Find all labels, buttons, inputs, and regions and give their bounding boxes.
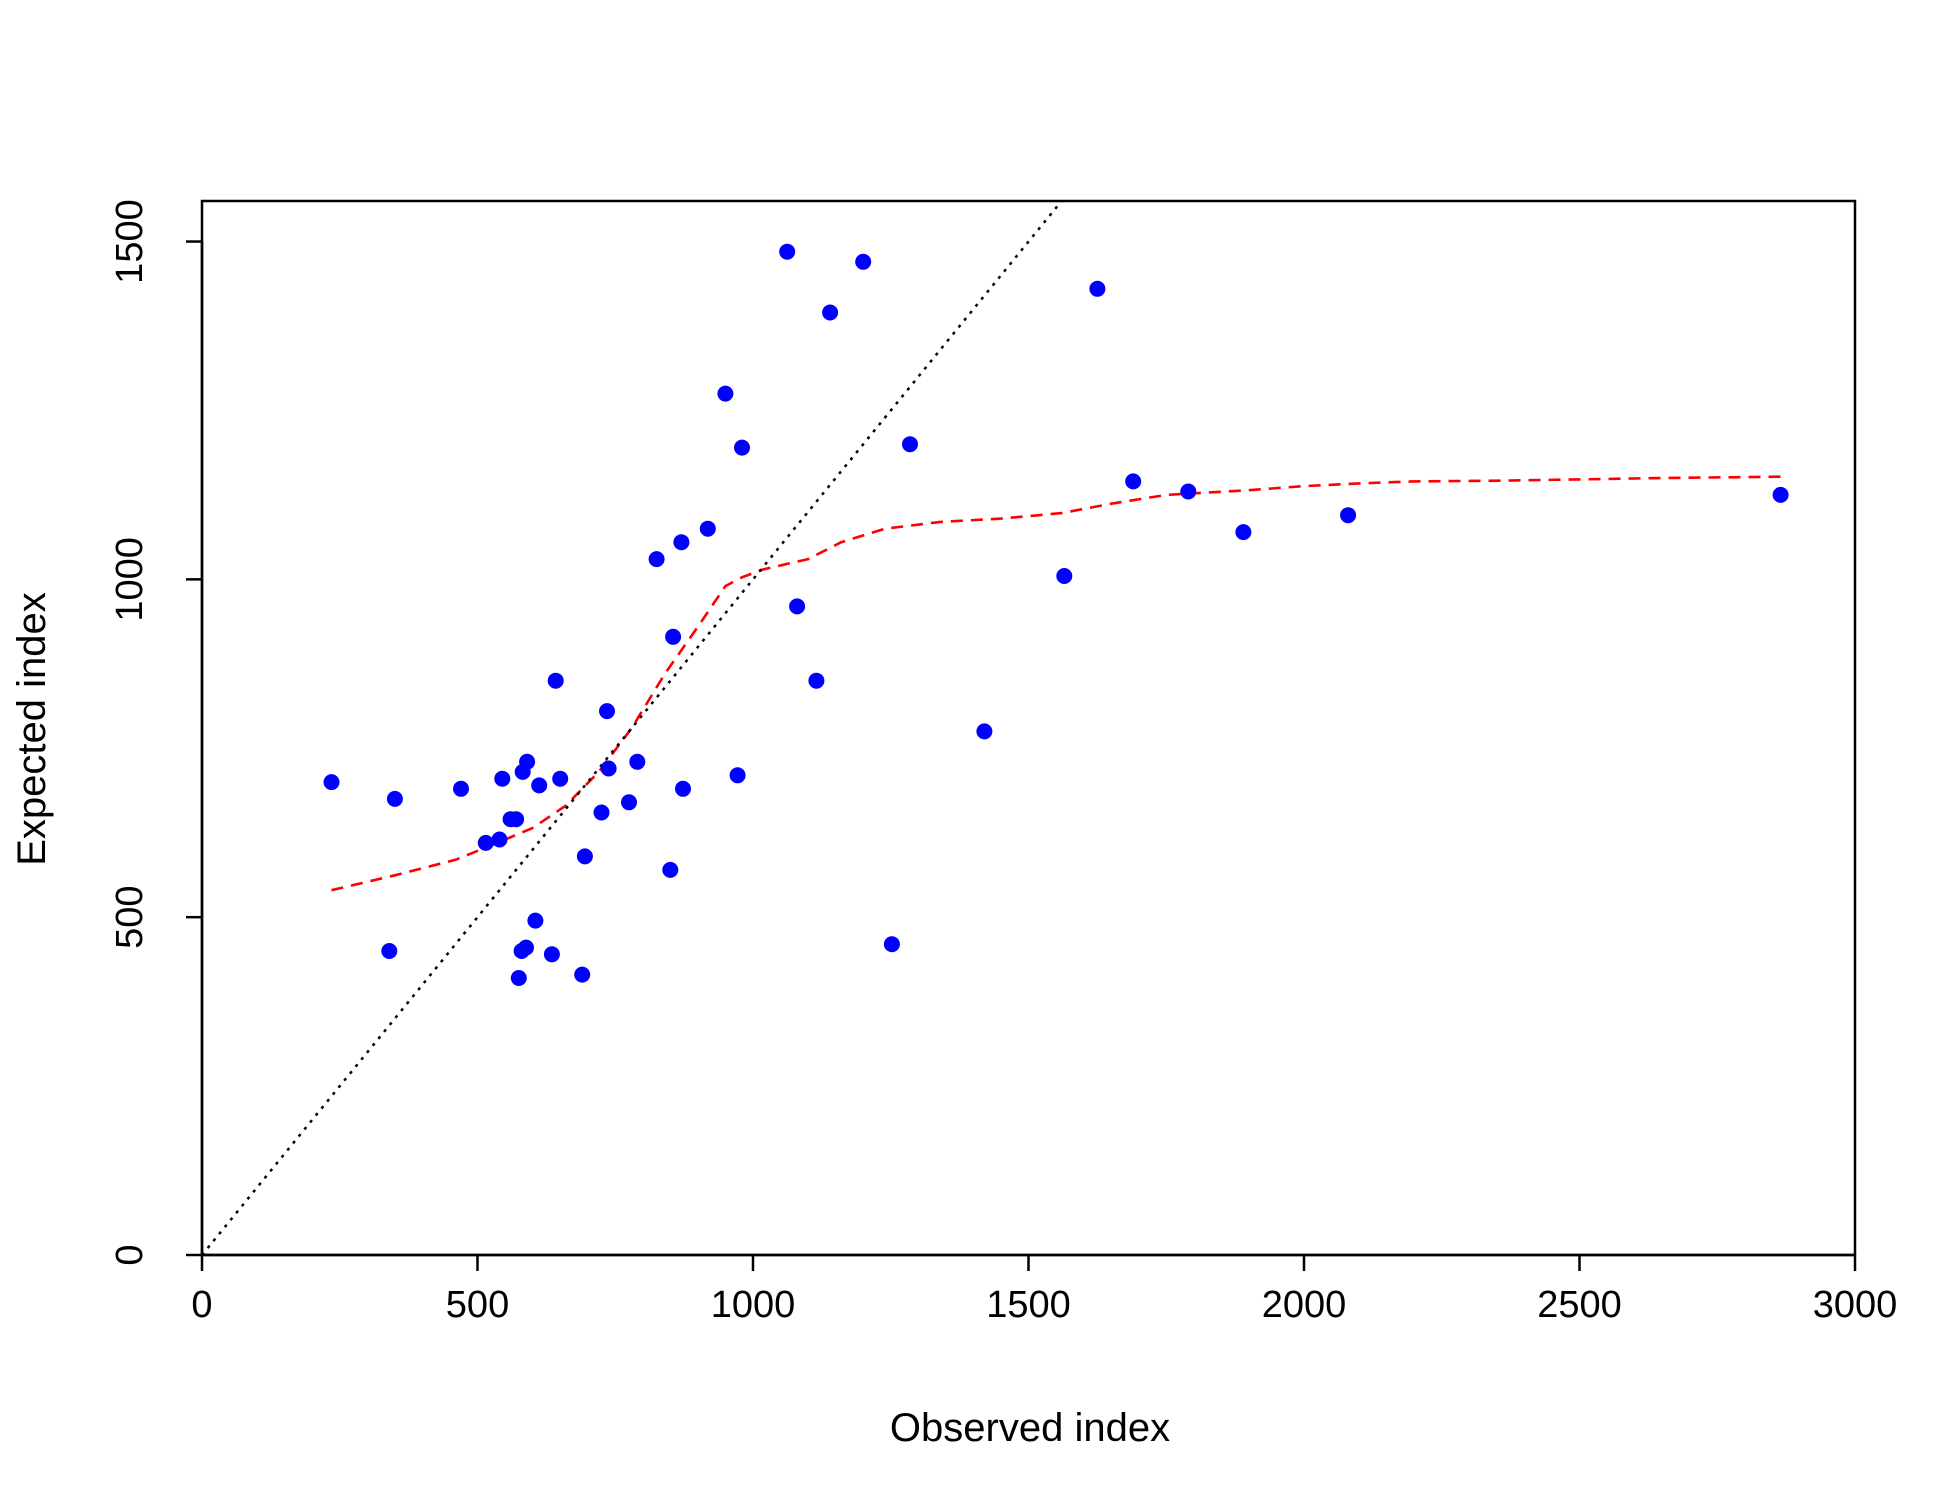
data-point — [855, 253, 872, 270]
data-point — [1772, 486, 1789, 503]
data-point — [779, 243, 796, 260]
data-point — [518, 939, 534, 956]
data-point — [386, 790, 403, 807]
data-point — [593, 804, 610, 821]
data-point — [494, 770, 511, 787]
x-tick-label: 2500 — [1537, 1284, 1622, 1326]
x-tick-label: 1000 — [711, 1284, 796, 1326]
data-point — [789, 598, 806, 615]
y-tick-label: 500 — [109, 885, 151, 948]
data-point — [1056, 568, 1073, 584]
x-tick-label: 3000 — [1813, 1284, 1898, 1326]
x-tick-label: 0 — [191, 1284, 212, 1326]
data-point — [699, 520, 716, 537]
data-point — [508, 811, 525, 828]
data-point — [621, 794, 637, 811]
data-point — [976, 723, 993, 740]
data-point — [734, 439, 750, 456]
data-point — [477, 834, 494, 851]
x-tick-label: 500 — [446, 1284, 509, 1326]
data-point — [519, 753, 536, 770]
data-point — [662, 861, 679, 878]
y-tick-label: 0 — [109, 1244, 151, 1265]
data-point — [600, 760, 617, 777]
data-point — [673, 534, 690, 551]
data-point — [543, 946, 560, 963]
plot-border — [200, 199, 1857, 1257]
data-point — [599, 703, 615, 720]
data-point — [552, 770, 569, 787]
data-point — [574, 966, 591, 983]
x-tick-label: 2000 — [1262, 1284, 1347, 1326]
data-point — [1089, 280, 1106, 297]
data-point — [729, 767, 746, 784]
data-point — [883, 936, 900, 953]
data-point — [381, 943, 398, 959]
x-tick-label: 1500 — [986, 1284, 1071, 1326]
data-point — [1235, 524, 1252, 541]
data-point — [648, 551, 665, 568]
data-point — [576, 848, 593, 865]
data-point — [510, 970, 527, 986]
data-point — [808, 672, 825, 689]
data-point — [491, 831, 508, 848]
y-tick-label: 1500 — [109, 199, 151, 284]
data-point — [629, 753, 646, 770]
identity-line — [202, 201, 1063, 1255]
x-axis-title: Observed index — [890, 1406, 1170, 1450]
y-tick-label: 1000 — [109, 537, 151, 622]
data-point — [822, 304, 839, 321]
data-point — [665, 628, 682, 645]
x-axis: 0 500 1000 1500 2000 2500 3000 — [191, 1253, 1898, 1326]
data-point — [531, 777, 548, 794]
data-points — [323, 243, 1789, 986]
smooth-trend-line — [331, 475, 1781, 892]
data-point — [527, 912, 544, 929]
data-point — [902, 436, 918, 453]
data-point — [453, 780, 469, 797]
data-point — [675, 780, 691, 797]
plot-frame — [200, 199, 1857, 1257]
data-point — [1180, 483, 1197, 500]
data-point — [1125, 473, 1142, 490]
data-point — [547, 672, 564, 689]
y-axis-title: Expected index — [10, 592, 54, 866]
data-point — [717, 385, 734, 402]
data-point — [1340, 507, 1357, 524]
data-point — [323, 774, 340, 791]
y-axis: 0 500 1000 1500 — [109, 199, 204, 1266]
reference-lines — [202, 201, 1781, 1255]
